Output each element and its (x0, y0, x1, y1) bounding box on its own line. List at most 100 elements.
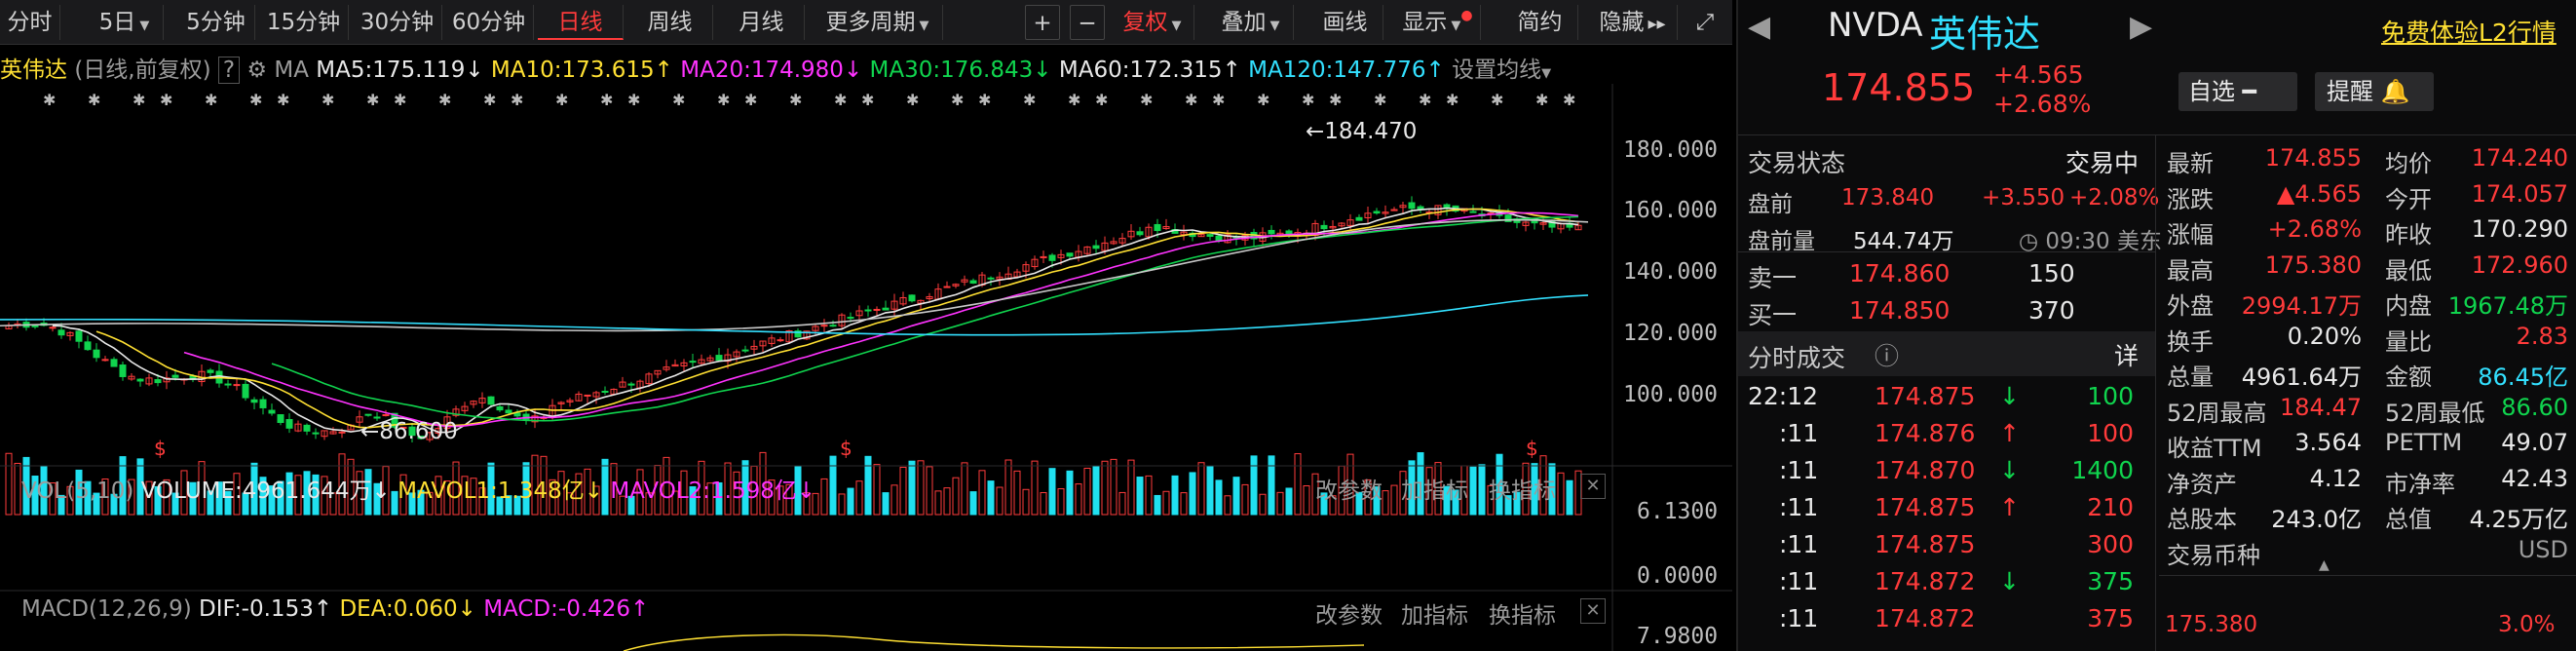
volume-bar (1136, 477, 1144, 516)
period-tab-5day[interactable]: 5日 ▼ (86, 5, 164, 40)
simple-button[interactable]: 简约 (1502, 5, 1578, 40)
period-toolbar: 分时 5日 ▼ 5分钟 15分钟 30分钟 60分钟 日线 周线 月线 更多周期 ▼… (0, 0, 1732, 45)
volume-bar (1539, 455, 1547, 516)
macd-add-indicator-button[interactable]: 加指标 (1401, 603, 1468, 629)
volume-bar (1075, 483, 1082, 516)
draw-button[interactable]: 画线 (1307, 5, 1383, 40)
chevron-down-icon: ▼ (1269, 19, 1280, 33)
stat-label: 外盘 (2167, 292, 2214, 320)
bid1-volume: 370 (2028, 296, 2075, 325)
overlay-button[interactable]: 叠加 ▼ (1208, 5, 1294, 40)
volume-bar (987, 480, 995, 516)
chart-mode-label: (日线,前复权) (74, 57, 211, 83)
stat-value: 174.240 (2471, 144, 2568, 172)
volume-bar (1311, 473, 1319, 516)
candle-body (505, 409, 512, 414)
volume-bar (338, 453, 346, 516)
ma-settings-button[interactable]: 设置均线 (1452, 57, 1542, 83)
volume-bar (943, 487, 951, 516)
fullscreen-icon[interactable]: ⤢ (1695, 10, 1715, 35)
volume-bar (373, 482, 381, 516)
volume-bar (128, 479, 135, 516)
volume-bar (671, 490, 679, 516)
volume-bar (522, 462, 530, 516)
volume-bar (1294, 453, 1302, 516)
candle-body (1127, 230, 1135, 238)
kline-chart[interactable]: ✱ ✱ ✱ ✱ ✱ ✱ ✱ ✱ ✱ ✱ ✱ ✱ ✱ ✱ ✱ ✱ ✱ ✱ ✱ ✱ ✱ ✱ ✱ ✱ ✱ ✱ ✱ ✱ ✱ ✱ ✱ ✱ ✱ ✱ ✱ ✱ ✱ ✱ ✱ ✱ (0, 84, 1732, 651)
volume-bar (14, 462, 21, 516)
period-tab-timeshare[interactable]: 分时 (0, 5, 60, 40)
candle-body (1531, 220, 1538, 224)
price-change-pct: +2.68% (1993, 90, 2092, 118)
volume-tick: 6.1300 (1637, 499, 1719, 524)
volume-bar (5, 452, 13, 516)
macd-param-button[interactable]: 改参数 (1315, 603, 1383, 629)
volume-bar (49, 482, 57, 516)
period-tab-week[interactable]: 周线 (627, 5, 713, 40)
candle-body (487, 396, 495, 405)
stat-label: 换手 (2167, 327, 2214, 356)
zoom-out-button[interactable]: − (1070, 5, 1105, 40)
close-icon[interactable]: ✕ (1580, 474, 1606, 499)
dividend-marker[interactable]: $ (840, 437, 852, 460)
period-tab-15min[interactable]: 15分钟 (259, 5, 349, 40)
volume-bar (452, 461, 460, 516)
volume-bar (1487, 484, 1495, 516)
candle-body (329, 431, 337, 435)
period-tab-day[interactable]: 日线 (538, 5, 624, 40)
premarket-price: 173.840 (1841, 185, 1935, 211)
period-5day-label: 5日 (98, 10, 136, 35)
candle-body (768, 337, 776, 344)
ticks-detail-button[interactable]: 详 (2114, 342, 2140, 370)
tick-time: :11 (1779, 530, 1819, 558)
period-tab-month[interactable]: 月线 (719, 5, 805, 40)
l2-trial-link[interactable]: 免费体验L2行情 (2381, 19, 2557, 47)
prev-stock-icon[interactable]: ◀ (1748, 10, 1771, 44)
macd-switch-indicator-button[interactable]: 换指标 (1489, 603, 1556, 629)
stat-value: 49.07 (2501, 429, 2568, 456)
info-icon[interactable]: ⓘ (1875, 342, 1900, 370)
gear-icon[interactable]: ⚙ (246, 57, 268, 83)
premarket-time-value: 09:30 美东 (2045, 229, 2162, 254)
volume-bar (1329, 495, 1337, 516)
stat-label: 均价 (2385, 150, 2432, 177)
candle-body (1136, 231, 1144, 236)
period-tab-60min[interactable]: 60分钟 (444, 5, 534, 40)
premarket-change: +3.550 (1982, 185, 2065, 211)
volume-bar (84, 480, 92, 516)
collapse-icon[interactable]: ▲ (2319, 557, 2330, 573)
period-tab-30min[interactable]: 30分钟 (353, 5, 442, 40)
volume-switch-indicator-button[interactable]: 换指标 (1489, 479, 1556, 504)
dividend-marker[interactable]: $ (1526, 437, 1538, 460)
event-marker-icon: ✱ (205, 91, 217, 109)
hide-button[interactable]: 隐藏 ▸▸ (1588, 5, 1678, 40)
watchlist-button[interactable]: 自选 ━ (2178, 72, 2297, 111)
volume-add-indicator-button[interactable]: 加指标 (1401, 479, 1468, 504)
candle-body (864, 309, 872, 312)
candle-body (1574, 224, 1582, 231)
alert-label: 提醒 (2327, 78, 2373, 105)
help-icon[interactable]: ? (217, 57, 241, 84)
display-button[interactable]: 显示 ▼● (1395, 5, 1481, 40)
dividend-marker[interactable]: $ (154, 437, 167, 460)
stat-label: 总值 (2385, 506, 2432, 533)
volume-bar (1425, 467, 1433, 516)
period-tab-5min[interactable]: 5分钟 (177, 5, 255, 40)
volume-bar (978, 470, 986, 516)
candle-body (443, 416, 451, 429)
price-change: +4.565 (1993, 60, 2084, 89)
arrow-down-icon: ↓ (371, 479, 391, 504)
candle-body (741, 349, 749, 352)
period-tab-more[interactable]: 更多周期 ▼ (813, 5, 943, 40)
ma120-line (0, 294, 1589, 336)
volume-param-button[interactable]: 改参数 (1315, 479, 1383, 504)
zoom-in-button[interactable]: + (1025, 5, 1060, 40)
close-icon[interactable]: ✕ (1580, 598, 1606, 624)
next-stock-icon[interactable]: ▶ (2130, 10, 2153, 44)
stat-label: 52周最高 (2167, 399, 2267, 427)
candle-body (601, 390, 609, 393)
adjust-button[interactable]: 复权 ▼ (1111, 5, 1194, 40)
alert-button[interactable]: 提醒 🔔 (2315, 72, 2434, 111)
ma20-value: MA20:174.980 (680, 57, 844, 83)
volume-bar (1154, 494, 1161, 516)
